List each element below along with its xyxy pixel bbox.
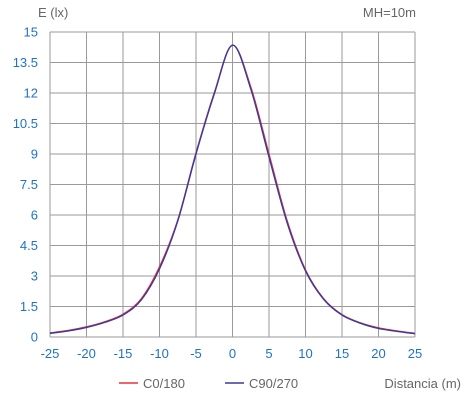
y-tick-label: 1.5	[20, 299, 38, 314]
series-line-c90-270	[49, 44, 416, 335]
x-tick-label: 25	[408, 346, 422, 361]
y-tick-label: 10.5	[13, 116, 38, 131]
y-tick-label: 13.5	[13, 55, 38, 70]
y-tick-label: 7.5	[20, 177, 38, 192]
axis-ticks: -25 -20 -15 -10 -5 0 5 10 15 20 25 0 1.5 3 4.5 6 7.5 9 10.…	[13, 25, 423, 362]
x-tick-label: -25	[41, 346, 60, 361]
x-tick-label: -15	[114, 346, 133, 361]
x-tick-label: 20	[371, 346, 385, 361]
y-tick-label: 6	[31, 208, 38, 223]
series-lines	[49, 44, 416, 335]
x-tick-label: 15	[335, 346, 349, 361]
x-axis-label: Distancia (m)	[384, 376, 461, 391]
grid	[49, 31, 416, 338]
x-tick-label: 10	[298, 346, 312, 361]
legend-label-c0-180: C0/180	[143, 376, 185, 391]
x-tick-label: -10	[150, 346, 169, 361]
y-axis-label: E (lx)	[38, 5, 68, 20]
y-tick-label: 9	[31, 147, 38, 162]
y-tick-label: 0	[31, 330, 38, 345]
y-tick-label: 12	[24, 86, 38, 101]
x-tick-label: -5	[190, 346, 202, 361]
y-tick-label: 4.5	[20, 238, 38, 253]
y-tick-label: 15	[24, 25, 38, 40]
mounting-height-annotation: MH=10m	[363, 5, 416, 20]
x-tick-label: 5	[265, 346, 272, 361]
legend: C0/180 C90/270	[119, 376, 298, 391]
x-tick-label: 0	[229, 346, 236, 361]
x-tick-label: -20	[77, 346, 96, 361]
y-tick-label: 3	[31, 269, 38, 284]
legend-label-c90-270: C90/270	[249, 376, 298, 391]
